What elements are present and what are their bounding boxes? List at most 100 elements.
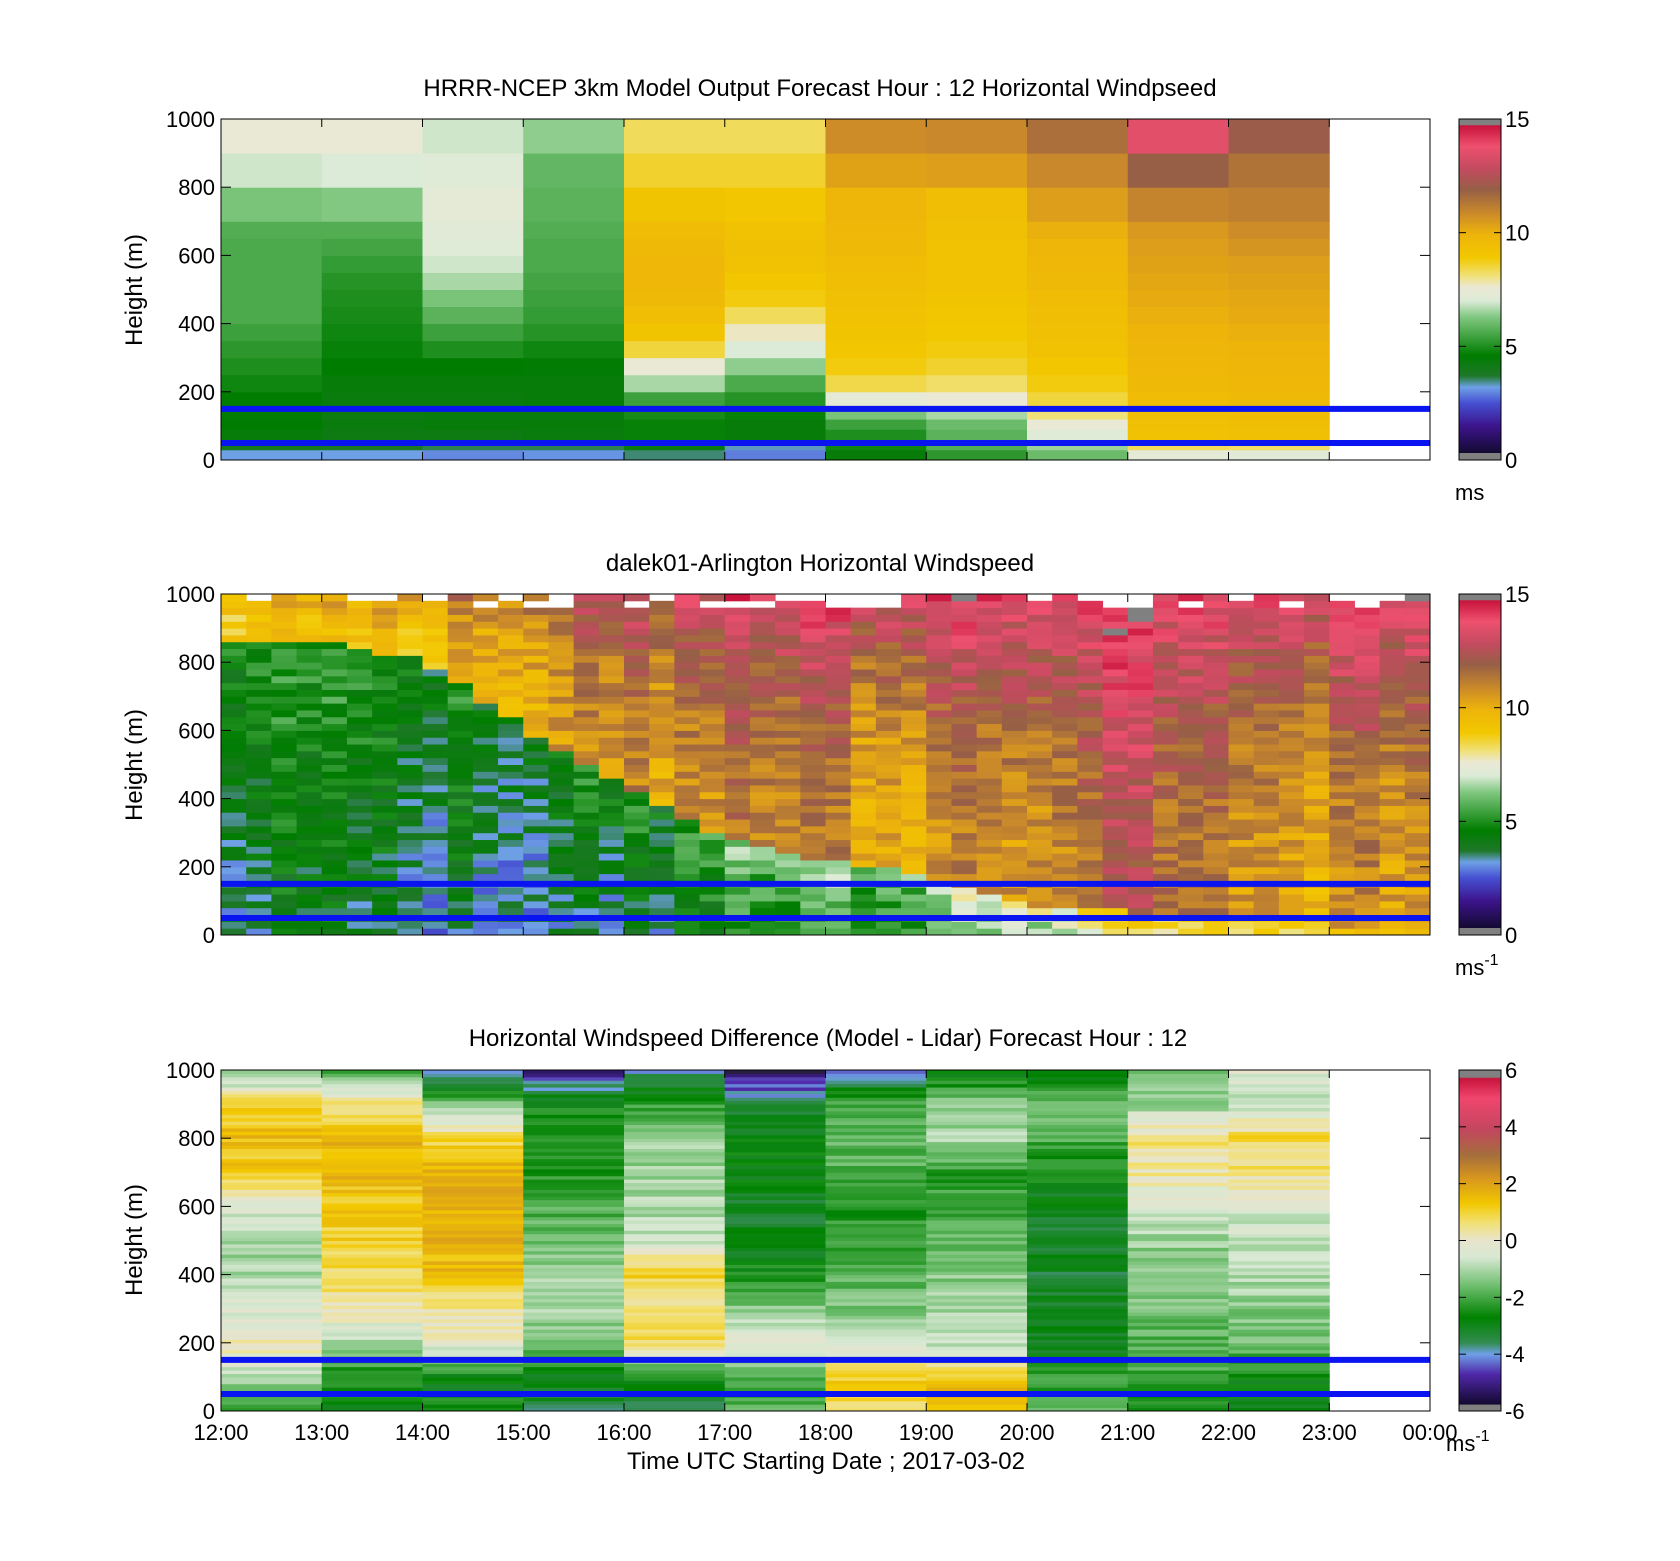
lidar-cell (498, 600, 524, 609)
difference-cell (221, 1151, 323, 1156)
lidar-cell (674, 832, 701, 841)
difference-cell (624, 1202, 726, 1207)
lidar-cell (951, 873, 978, 881)
lidar-cell (901, 703, 927, 711)
lidar-cell (321, 771, 348, 779)
difference-cell (1027, 1076, 1129, 1081)
lidar-cell (901, 675, 927, 684)
lidar-cell (1077, 907, 1104, 916)
model-cell (624, 238, 726, 256)
difference-cell (422, 1155, 524, 1160)
difference-cell (321, 1155, 423, 1160)
lidar-cell (1203, 778, 1229, 786)
difference-cell (221, 1295, 323, 1299)
lidar-cell (926, 846, 952, 854)
lidar-cell (498, 669, 524, 677)
lidar-cell (1304, 853, 1330, 861)
lidar-cell (674, 894, 701, 902)
difference-cell (1027, 1179, 1129, 1184)
lidar-cell (649, 641, 675, 650)
lidar-cell (649, 873, 675, 881)
x-tick-label: 16:00 (596, 1420, 651, 1445)
difference-cell (926, 1301, 1028, 1306)
difference-cell (1027, 1127, 1129, 1132)
lidar-cell (1278, 594, 1305, 602)
lidar-cell (1304, 750, 1330, 759)
lidar-cell (749, 894, 776, 902)
lidar-cell (1404, 900, 1431, 909)
lidar-cell (1278, 778, 1305, 786)
lidar-cell (674, 921, 701, 929)
difference-cell (422, 1332, 524, 1337)
colorbar-tick-label: 10 (1505, 221, 1529, 246)
lidar-cell (825, 900, 852, 909)
difference-cell (724, 1284, 826, 1289)
lidar-cell (1027, 621, 1053, 629)
lidar-cell (573, 628, 600, 636)
lidar-cell (724, 682, 751, 690)
difference-cell (221, 1158, 323, 1163)
difference-cell (221, 1202, 323, 1207)
lidar-cell (1404, 825, 1431, 834)
lidar-cell (825, 696, 852, 704)
lidar-cell (825, 771, 852, 779)
difference-cell (724, 1189, 826, 1194)
lidar-cell (346, 662, 373, 670)
lidar-cell (523, 812, 549, 820)
lidar-cell (674, 853, 701, 861)
lidar-cell (523, 662, 549, 670)
lidar-cell (674, 600, 701, 609)
lidar-cell (850, 703, 877, 711)
difference-cell (321, 1151, 423, 1156)
difference-cell (724, 1117, 826, 1122)
lidar-cell (523, 737, 549, 745)
lidar-cell (472, 703, 499, 711)
difference-cell (221, 1267, 323, 1272)
lidar-cell (422, 887, 449, 895)
lidar-cell (573, 778, 600, 786)
lidar-cell (271, 812, 298, 820)
lidar-cell (397, 928, 423, 936)
model-cell (321, 357, 423, 376)
lidar-cell (346, 812, 373, 820)
lidar-cell (523, 709, 549, 718)
lidar-cell (472, 812, 499, 820)
lidar-cell (1102, 730, 1129, 738)
difference-cell (1027, 1298, 1129, 1303)
difference-cell (422, 1370, 524, 1374)
lidar-cell (271, 921, 298, 929)
lidar-cell (1404, 839, 1431, 847)
lidar-cell (1354, 928, 1381, 936)
lidar-cell (850, 662, 877, 670)
difference-cell (724, 1400, 826, 1405)
lidar-cell (296, 784, 323, 793)
lidar-cell (548, 607, 575, 615)
difference-cell (321, 1172, 423, 1177)
difference-cell (724, 1373, 826, 1378)
model-cell (825, 119, 927, 154)
difference-cell (1127, 1093, 1229, 1098)
lidar-cell (271, 669, 298, 677)
difference-cell (1127, 1349, 1229, 1354)
difference-cell (523, 1083, 625, 1088)
model-cell (422, 255, 524, 273)
lidar-cell (523, 853, 549, 861)
lidar-cell (749, 689, 776, 697)
lidar-cell (1052, 784, 1078, 793)
lidar-cell (674, 887, 701, 895)
difference-cell (1228, 1206, 1330, 1211)
lidar-cell (321, 662, 348, 670)
lidar-cell (699, 723, 726, 731)
lidar-cell (447, 825, 474, 834)
lidar-cell (800, 614, 826, 622)
lidar-cell (1253, 621, 1280, 629)
lidar-cell (548, 784, 575, 793)
lidar-cell (1001, 798, 1028, 806)
difference-cell (523, 1240, 625, 1245)
model-cell (1228, 289, 1330, 308)
lidar-cell (1077, 812, 1104, 820)
lidar-cell (976, 716, 1003, 725)
lidar-cell (1178, 607, 1204, 615)
